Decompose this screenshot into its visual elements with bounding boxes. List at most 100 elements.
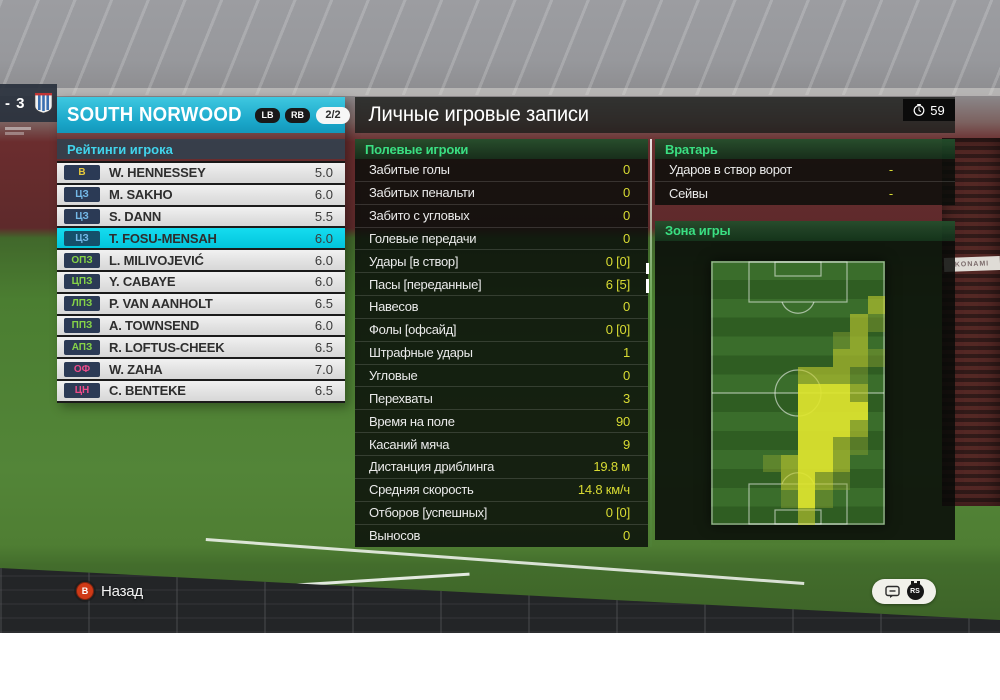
stat-label: Пасы [переданные] xyxy=(369,276,482,292)
stat-value: 0 xyxy=(622,230,630,246)
lb-button-icon[interactable]: LB xyxy=(254,107,280,123)
heatmap-cell xyxy=(815,384,833,402)
heatmap-cell xyxy=(832,366,851,385)
player-row[interactable]: ОФ W. ZAHA 7.0 xyxy=(57,359,345,381)
stat-row: Время на поле 90 xyxy=(355,410,648,434)
stat-label: Голевые передачи xyxy=(369,230,477,246)
player-row[interactable]: ЦЗ S. DANN 5.5 xyxy=(57,206,345,229)
stat-label: Дистанция дриблинга xyxy=(369,459,495,475)
stat-row: Штрафные удары 1 xyxy=(355,342,648,365)
heatmap-cell xyxy=(850,419,868,438)
stat-row: Удары [в створ] 0 [0] xyxy=(355,250,648,274)
heatmap-cell xyxy=(832,349,851,367)
chat-icon[interactable] xyxy=(884,585,900,599)
heatmap-cell xyxy=(798,384,816,402)
right-stick-icon[interactable]: RS xyxy=(906,581,924,600)
player-name: R. LOFTUS-CHEEK xyxy=(109,339,225,355)
outfield-section-bar: Полевые игроки xyxy=(355,139,648,159)
heatmap-cell xyxy=(798,507,816,526)
stat-label: Ударов в створ ворот xyxy=(669,162,792,178)
stat-row: Выносов 0 xyxy=(355,525,648,548)
heatmap-cell xyxy=(798,401,816,420)
player-name: P. VAN AANHOLT xyxy=(109,296,213,312)
heatmap-cell xyxy=(763,454,781,473)
player-row[interactable]: ЛПЗ P. VAN AANHOLT 6.5 xyxy=(57,293,345,316)
heatmap-cell xyxy=(867,349,885,367)
player-name: A. TOWNSEND xyxy=(109,317,200,333)
zone-section-title: Зона игры xyxy=(665,223,731,239)
stat-value: 0 [0] xyxy=(605,505,630,521)
player-row[interactable]: В W. HENNESSEY 5.0 xyxy=(57,163,345,185)
stat-label: Забитых пенальти xyxy=(369,185,475,201)
stat-label: Сейвы xyxy=(669,185,708,201)
stat-row: Ударов в створ ворот - xyxy=(655,159,955,182)
clock-minute: 59 xyxy=(930,102,945,118)
back-label: Назад xyxy=(101,582,143,600)
player-row[interactable]: ЦН C. BENTEKE 6.5 xyxy=(57,380,345,403)
heatmap-cell xyxy=(867,313,885,332)
stat-row: Средняя скорость 14.8 км/ч xyxy=(355,479,648,502)
match-clock: 59 xyxy=(903,99,955,121)
back-hint[interactable]: B Назад xyxy=(76,582,143,600)
heatmap-cell xyxy=(780,472,798,490)
player-row[interactable]: ЦЗ T. FOSU-MENSAH 6.0 xyxy=(57,228,345,251)
column-divider xyxy=(650,139,652,547)
player-list: В W. HENNESSEY 5.0 ЦЗ M. SAKHO 6.0 ЦЗ S.… xyxy=(57,161,345,403)
stat-row: Угловые 0 xyxy=(355,365,648,388)
heatmap-cell xyxy=(850,384,868,402)
player-row[interactable]: АПЗ R. LOFTUS-CHEEK 6.5 xyxy=(57,337,345,360)
player-name: S. DANN xyxy=(109,208,162,224)
player-row[interactable]: ППЗ A. TOWNSEND 6.0 xyxy=(57,315,345,338)
goalkeeper-column: Вратарь Ударов в створ ворот - Сейвы - З… xyxy=(655,139,955,547)
player-rating: 6.0 xyxy=(314,230,333,246)
goalkeeper-stats-list: Ударов в створ ворот - Сейвы - xyxy=(655,159,955,205)
scrollbar-tick[interactable] xyxy=(646,263,649,274)
b-button-icon[interactable]: B xyxy=(76,582,94,600)
heatmap-cell xyxy=(798,489,816,508)
player-rating: 6.0 xyxy=(314,274,333,290)
stat-value: 90 xyxy=(615,413,630,429)
player-name: L. MILIVOJEVIĆ xyxy=(109,252,204,268)
stat-label: Выносов xyxy=(369,528,421,544)
position-badge: ЦН xyxy=(64,383,100,399)
heatmap-cell xyxy=(798,454,816,473)
position-badge: ЦПЗ xyxy=(64,274,100,290)
page-indicator: 2/2 xyxy=(315,106,350,124)
heatmap-cell xyxy=(780,454,798,473)
player-name: M. SAKHO xyxy=(109,187,173,203)
stat-value: 3 xyxy=(622,390,630,406)
stat-label: Удары [в створ] xyxy=(369,253,459,269)
stat-label: Время на поле xyxy=(369,413,455,429)
team-name: SOUTH NORWOOD xyxy=(67,103,242,126)
stadium-roof-streaks xyxy=(0,0,1000,95)
scoreboard-subtext xyxy=(5,127,31,130)
position-badge: ППЗ xyxy=(64,317,100,333)
mini-scoreboard: - 3 xyxy=(0,84,57,122)
scrollbar-tick[interactable] xyxy=(646,279,649,293)
player-name: W. HENNESSEY xyxy=(109,165,206,181)
stat-value: 1 xyxy=(622,345,630,361)
player-rating: 5.0 xyxy=(314,165,333,181)
heatmap-grid xyxy=(711,261,885,526)
clock-icon xyxy=(913,104,925,116)
heatmap-cell xyxy=(815,366,833,385)
player-row[interactable]: ОПЗ L. MILIVOJEVIĆ 6.0 xyxy=(57,250,345,272)
player-row[interactable]: ЦЗ M. SAKHO 6.0 xyxy=(57,184,345,207)
stat-row: Голевые передачи 0 xyxy=(355,228,648,251)
stat-value: 14.8 км/ч xyxy=(577,482,630,498)
stat-value: 0 xyxy=(622,368,630,384)
player-rating: 6.0 xyxy=(314,252,333,268)
stat-value: 0 xyxy=(622,299,630,315)
heatmap-cell xyxy=(832,401,851,420)
player-rating: 6.5 xyxy=(314,296,333,312)
position-badge: В xyxy=(64,165,100,181)
ratings-section-bar: Рейтинги игрока xyxy=(57,139,345,159)
stat-row: Забитые голы 0 xyxy=(355,159,648,182)
match-records-panel: Личные игровые записи 59 Полевые игроки … xyxy=(355,97,955,548)
rb-button-icon[interactable]: RB xyxy=(284,107,310,123)
stat-value: 0 [0] xyxy=(605,322,630,338)
player-row[interactable]: ЦПЗ Y. CABAYE 6.0 xyxy=(57,271,345,294)
heatmap-cell xyxy=(815,401,833,420)
position-badge: ЦЗ xyxy=(64,208,100,224)
stat-row: Навесов 0 xyxy=(355,296,648,319)
